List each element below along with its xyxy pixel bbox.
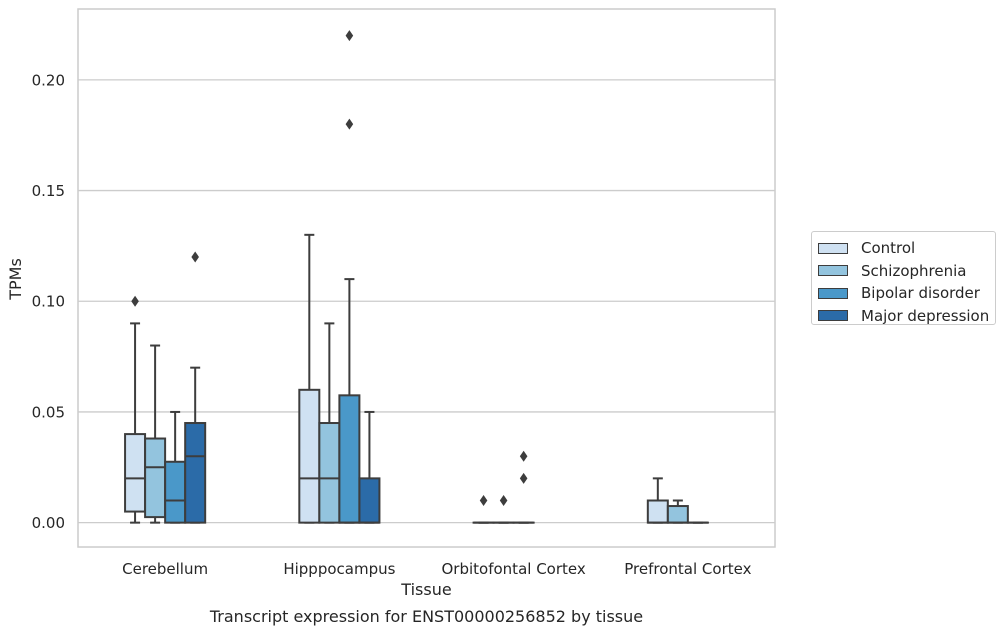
- outlier-point: [345, 118, 354, 130]
- box: [646, 477, 669, 524]
- box-body: [338, 394, 361, 524]
- legend: Control Schizophrenia Bipolar disorder Majo…: [811, 231, 996, 325]
- legend-swatch: [818, 310, 848, 322]
- box-plot-area: [124, 30, 709, 524]
- box: [184, 251, 207, 524]
- outlier-point: [345, 30, 354, 42]
- legend-label: Schizophrenia: [861, 261, 967, 280]
- outlier-point: [499, 495, 508, 507]
- box-body: [164, 460, 187, 524]
- box: [512, 450, 535, 524]
- box-body: [144, 437, 167, 519]
- x-tick-label: Orbitofontal Cortex: [442, 560, 586, 578]
- outlier-point: [479, 495, 488, 507]
- legend-item: Schizophrenia: [818, 260, 995, 283]
- x-tick-label: Hipppocampus: [283, 560, 395, 578]
- outlier-point: [131, 295, 139, 307]
- box-body: [124, 433, 147, 513]
- chart-caption: Transcript expression for ENST0000025685…: [209, 607, 643, 626]
- box: [492, 495, 515, 524]
- box: [666, 499, 689, 524]
- legend-label: Bipolar disorder: [861, 284, 980, 303]
- y-axis-label: TPMs: [6, 258, 25, 301]
- x-axis-ticks: Cerebellum Hipppocampus Orbitofontal Corte…: [122, 560, 751, 578]
- box-body: [358, 477, 381, 524]
- box-body: [298, 388, 321, 524]
- box: [472, 495, 495, 524]
- box: [164, 410, 187, 524]
- box-body: [646, 499, 669, 524]
- x-axis-label: Tissue: [400, 580, 451, 599]
- plot-frame: [77, 8, 776, 548]
- box: [318, 322, 341, 524]
- box: [298, 233, 321, 524]
- grid-lines: [78, 79, 775, 524]
- box-body: [318, 422, 341, 524]
- legend-item: Major depression: [818, 305, 995, 328]
- x-tick-label: Prefrontal Cortex: [624, 560, 751, 578]
- box: [358, 410, 381, 524]
- outlier-point: [191, 251, 199, 263]
- outlier-point: [519, 450, 528, 462]
- y-tick-label: 0.00: [32, 514, 65, 532]
- box-body: [184, 422, 207, 524]
- y-tick-label: 0.20: [32, 71, 65, 89]
- legend-swatch: [818, 287, 848, 299]
- outlier-point: [519, 472, 528, 484]
- box: [338, 30, 361, 524]
- legend-swatch: [818, 265, 848, 277]
- legend-swatch: [818, 242, 848, 254]
- legend-label: Control: [861, 239, 916, 258]
- y-tick-label: 0.05: [32, 403, 65, 421]
- box-body: [666, 505, 689, 524]
- legend-item: Bipolar disorder: [818, 282, 995, 305]
- legend-label: Major depression: [861, 306, 990, 325]
- legend-item: Control: [818, 237, 995, 260]
- box: [124, 295, 147, 524]
- box: [144, 344, 167, 524]
- y-axis-ticks: 0.00 0.05 0.10 0.15 0.20: [32, 71, 65, 532]
- x-tick-label: Cerebellum: [122, 560, 208, 578]
- y-tick-label: 0.15: [32, 182, 65, 200]
- y-tick-label: 0.10: [32, 293, 65, 311]
